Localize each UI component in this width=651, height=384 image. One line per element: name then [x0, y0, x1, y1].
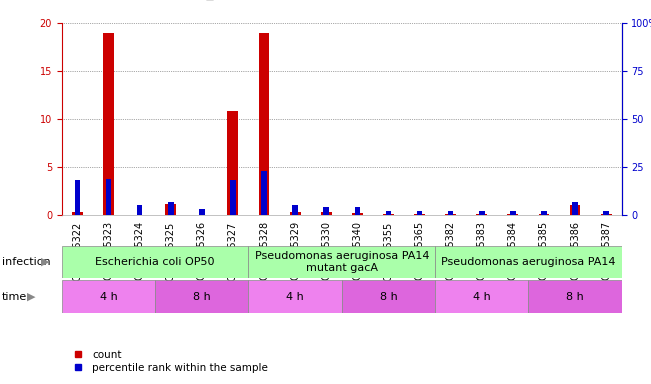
- Bar: [75, 180, 80, 215]
- Bar: [477, 214, 487, 215]
- Bar: [103, 33, 114, 215]
- Bar: [62, 246, 249, 278]
- Text: 8 h: 8 h: [193, 291, 211, 302]
- Bar: [62, 280, 155, 313]
- Bar: [249, 280, 342, 313]
- Text: 4 h: 4 h: [286, 291, 304, 302]
- Bar: [324, 207, 329, 215]
- Text: time: time: [2, 291, 27, 302]
- Bar: [383, 214, 394, 215]
- Bar: [538, 214, 549, 215]
- Text: ▶: ▶: [27, 291, 36, 302]
- Legend: count, percentile rank within the sample: count, percentile rank within the sample: [64, 346, 272, 377]
- Bar: [199, 209, 204, 215]
- Bar: [601, 214, 611, 215]
- Bar: [321, 212, 331, 215]
- Bar: [603, 211, 609, 215]
- Text: Pseudomonas aeruginosa PA14: Pseudomonas aeruginosa PA14: [441, 257, 616, 267]
- Bar: [72, 212, 83, 215]
- Bar: [137, 205, 143, 215]
- Bar: [168, 202, 174, 215]
- Bar: [448, 211, 454, 215]
- Bar: [355, 207, 360, 215]
- Bar: [507, 214, 518, 215]
- Bar: [529, 280, 622, 313]
- Bar: [227, 111, 238, 215]
- Bar: [510, 211, 516, 215]
- Text: Escherichia coli OP50: Escherichia coli OP50: [96, 257, 215, 267]
- Bar: [435, 280, 529, 313]
- Bar: [479, 211, 484, 215]
- Text: 8 h: 8 h: [380, 291, 397, 302]
- Bar: [258, 33, 270, 215]
- Bar: [570, 205, 581, 215]
- Bar: [155, 280, 249, 313]
- Bar: [290, 212, 301, 215]
- Bar: [445, 214, 456, 215]
- Text: infection: infection: [2, 257, 51, 267]
- Bar: [435, 246, 622, 278]
- Bar: [417, 211, 422, 215]
- Bar: [342, 280, 435, 313]
- Text: Pseudomonas aeruginosa PA14
mutant gacA: Pseudomonas aeruginosa PA14 mutant gacA: [255, 251, 429, 273]
- Bar: [572, 202, 578, 215]
- Bar: [541, 211, 547, 215]
- Bar: [414, 214, 425, 215]
- Bar: [385, 211, 391, 215]
- Text: 8 h: 8 h: [566, 291, 584, 302]
- Bar: [292, 205, 298, 215]
- Bar: [352, 213, 363, 215]
- Text: ▶: ▶: [41, 257, 49, 267]
- Text: 4 h: 4 h: [100, 291, 117, 302]
- Text: 4 h: 4 h: [473, 291, 491, 302]
- Bar: [165, 204, 176, 215]
- Bar: [261, 171, 267, 215]
- Bar: [230, 180, 236, 215]
- Bar: [249, 246, 435, 278]
- Bar: [105, 179, 111, 215]
